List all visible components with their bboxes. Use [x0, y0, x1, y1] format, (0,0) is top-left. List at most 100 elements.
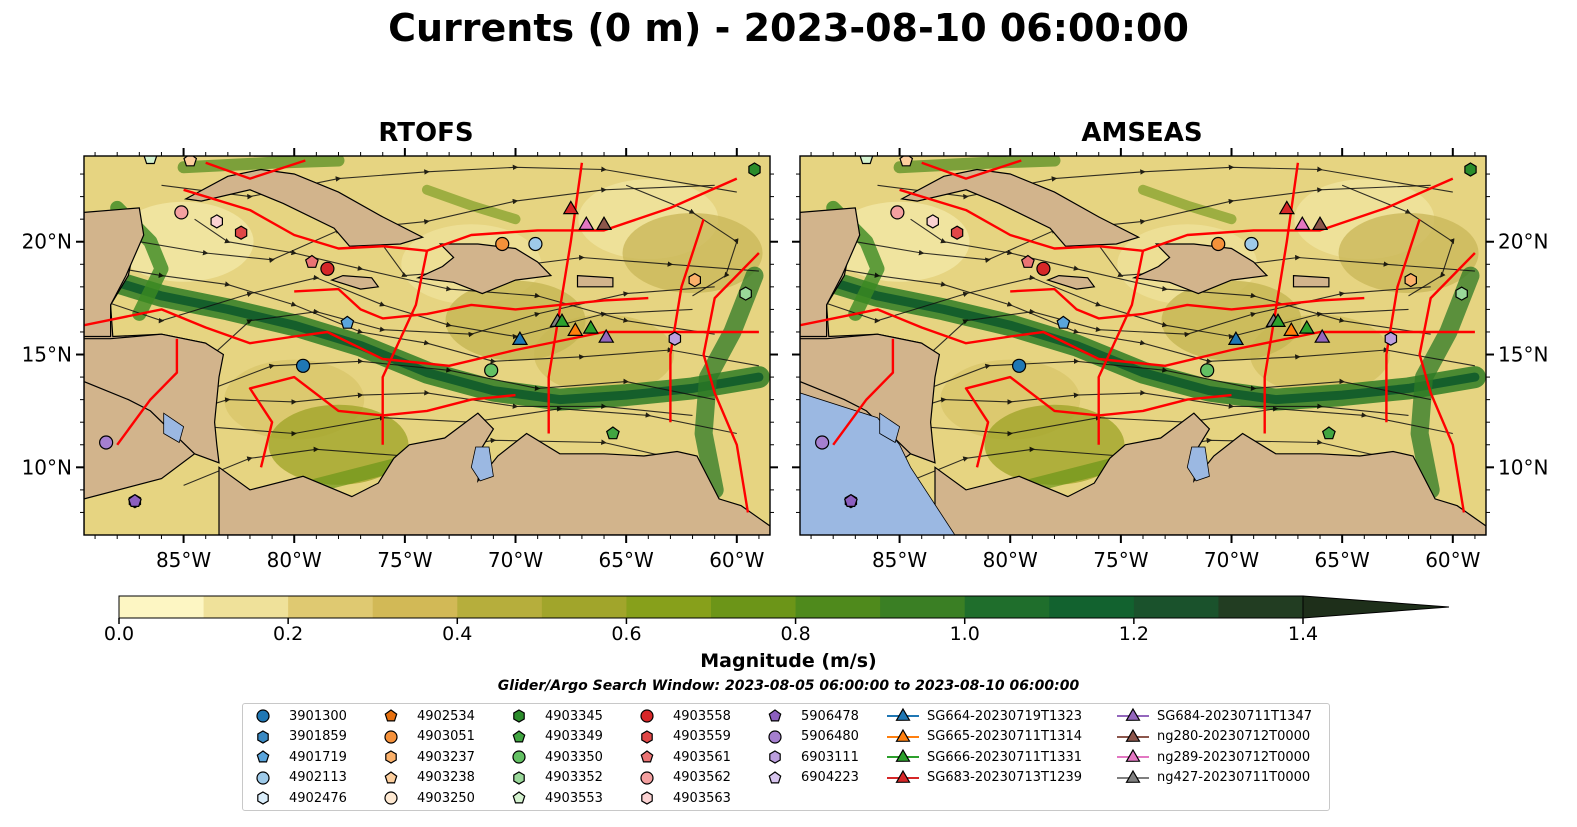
- colorbar-segment: [626, 596, 712, 618]
- colorbar-segment: [541, 596, 627, 618]
- land-mainland: [934, 412, 1486, 535]
- legend-marker: [384, 729, 398, 744]
- legend-marker: [513, 771, 525, 785]
- obs-marker-SG666-20230711T1331: [553, 312, 571, 327]
- obs-marker-ng289-20230712T0000: [1294, 216, 1311, 230]
- land-puerto-rico: [576, 274, 614, 288]
- legend-marker-icon: [768, 709, 782, 722]
- lat-tick-label: 10°N: [1498, 455, 1548, 479]
- legend-entry: SG666-20230711T1331: [885, 747, 1082, 767]
- legend-marker-icon: [384, 709, 398, 722]
- legend-entry: SG683-20230713T1239: [885, 768, 1082, 788]
- colorbar-segment: [880, 596, 966, 618]
- obs-marker-4903563: [210, 214, 223, 229]
- obs-marker-SG666-20230711T1331: [582, 319, 599, 334]
- lon-tick-label: 85°W: [156, 548, 211, 572]
- obs-marker-3901300: [1011, 358, 1027, 373]
- legend-marker: [768, 729, 782, 744]
- zone-boundary: [702, 252, 760, 513]
- lat-tick-label: 20°N: [1498, 230, 1548, 254]
- streamline: [117, 406, 737, 446]
- legend-marker-icon: [384, 771, 398, 784]
- legend-label: 5906478: [801, 708, 859, 724]
- panel-title-amseas: AMSEAS: [1081, 118, 1203, 148]
- colorbar: [118, 595, 1450, 624]
- legend-marker: [384, 709, 398, 722]
- legend-marker: [1125, 748, 1141, 763]
- legend-entry: 4903349: [507, 727, 603, 747]
- legend-label: 4903051: [417, 729, 475, 745]
- legend-marker-icon: [256, 709, 270, 723]
- legend-label: 4903558: [673, 708, 731, 724]
- legend-marker-icon: [257, 729, 269, 744]
- legend-label: 4903250: [417, 790, 475, 806]
- legend-marker-icon: [513, 709, 525, 723]
- zone-boundary: [964, 375, 1232, 468]
- legend-label: 4903237: [417, 749, 475, 765]
- legend-marker: [512, 791, 526, 804]
- lon-tick-label: 75°W: [377, 548, 432, 572]
- legend-marker: [256, 709, 270, 723]
- legend-marker: [640, 750, 654, 763]
- legend-marker-icon: [640, 709, 654, 723]
- obs-marker-4903559: [950, 225, 964, 240]
- legend-label: 4903562: [673, 770, 731, 786]
- legend-marker: [895, 769, 911, 783]
- legend-entry: 4902534: [379, 706, 475, 726]
- lon-tick-label: 65°W: [599, 548, 654, 572]
- legend-entry: 3901300: [251, 706, 347, 726]
- legend-marker-icon: [257, 791, 269, 806]
- streamline: [910, 218, 1431, 335]
- legend-label: 4901719: [289, 749, 347, 765]
- legend-entry: 4903350: [507, 747, 603, 767]
- legend-marker-icon: [1117, 707, 1149, 721]
- obs-marker-4903562: [890, 205, 905, 220]
- legend-label: 4902476: [289, 790, 347, 806]
- zone-boundary: [294, 287, 649, 320]
- legend-label: 6903111: [801, 749, 859, 765]
- colorbar-segment: [457, 596, 543, 618]
- legend-entry: 6903111: [763, 747, 859, 767]
- obs-marker-4903553: [143, 156, 158, 165]
- obs-marker-SG665-20230711T1314: [567, 322, 584, 336]
- legend-marker-icon: [769, 750, 781, 764]
- lon-tick-label: 80°W: [267, 548, 322, 572]
- land-hispaniola: [415, 243, 553, 295]
- legend-entry: 4903051: [379, 727, 475, 747]
- legend-entry: ng427-20230711T0000: [1115, 768, 1310, 788]
- observation-legend: 3901300 3901859 4901719 4902113 4902476 49025…: [242, 703, 1330, 811]
- obs-marker-4903345: [1464, 162, 1477, 177]
- legend-label: 4902113: [289, 770, 347, 786]
- obs-marker-SG684-20230711T1347: [598, 328, 615, 343]
- figure-title: Currents (0 m) - 2023-08-10 06:00:00: [388, 6, 1189, 50]
- legend-marker-icon: [512, 791, 526, 804]
- zone-boundary: [547, 162, 584, 434]
- zone-boundary: [921, 159, 1022, 180]
- lat-tick-label: 20°N: [22, 230, 72, 254]
- legend-marker-icon: [512, 750, 526, 764]
- legend-entry: 4902113: [251, 768, 347, 788]
- legend-entry: ng280-20230712T0000: [1115, 727, 1310, 747]
- lake-maracaibo: [1186, 446, 1210, 482]
- obs-marker-ng280-20230712T0000: [1311, 216, 1329, 230]
- legend-marker-icon: [887, 707, 919, 721]
- lake-nicaragua-lake: [163, 412, 185, 444]
- colorbar-tick-label: 0.6: [611, 623, 642, 645]
- legend-label: 4903553: [545, 790, 603, 806]
- obs-marker-4903238: [899, 156, 914, 167]
- streamline: [194, 218, 715, 335]
- legend-marker: [256, 771, 270, 785]
- zone-boundary: [1263, 162, 1300, 434]
- legend-marker: [895, 728, 911, 742]
- obs-marker-4903237: [688, 272, 702, 288]
- legend-entry: 4903352: [507, 768, 603, 788]
- colorbar-segment: [795, 596, 881, 618]
- legend-marker-icon: [512, 729, 526, 743]
- legend-marker: [895, 707, 911, 721]
- obs-marker-4903238: [183, 156, 198, 167]
- legend-marker: [257, 729, 269, 744]
- colorbar-segment: [711, 596, 797, 618]
- legend-entry: SG684-20230711T1347: [1115, 706, 1312, 726]
- legend-marker: [512, 729, 526, 743]
- obs-marker-SG683-20230713T1239: [562, 200, 579, 215]
